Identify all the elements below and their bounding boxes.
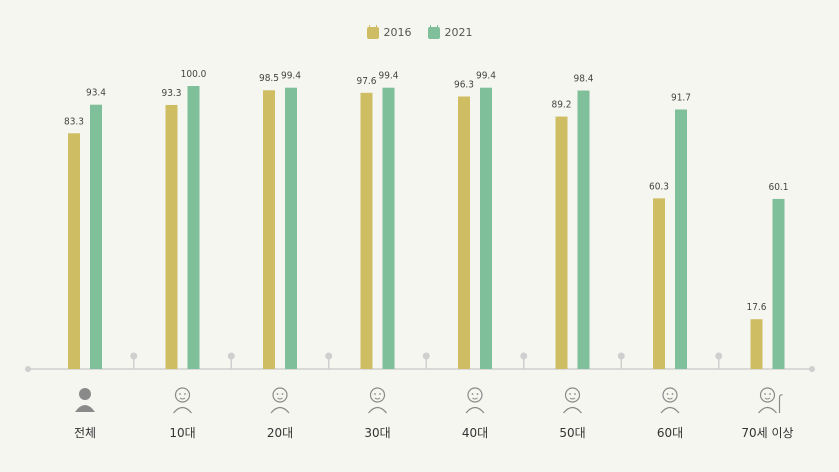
data-label-2016-6: 60.3	[649, 181, 669, 192]
bar-2016-6	[653, 198, 665, 369]
data-label-2016-0: 83.3	[64, 116, 84, 127]
data-label-2021-6: 91.7	[671, 92, 691, 103]
group-separator-dot	[520, 352, 528, 360]
data-label-2021-2: 99.4	[281, 71, 301, 82]
category-label-2: 20대	[267, 426, 293, 440]
elderly-with-cane-icon	[758, 387, 783, 414]
group-separator-dot	[422, 352, 430, 360]
data-label-2021-5: 98.4	[573, 74, 593, 85]
bar-2021-3	[382, 87, 395, 369]
data-label-2016-3: 97.6	[356, 76, 376, 87]
bar-2021-0	[90, 104, 102, 369]
category-label-5: 50대	[559, 426, 585, 440]
data-label-2021-1: 100.0	[181, 69, 207, 80]
data-label-2016-7: 17.6	[746, 302, 766, 313]
category-label-4: 40대	[462, 426, 488, 440]
category-label-0: 전체	[74, 426, 96, 440]
bar-2016-1	[165, 104, 178, 369]
data-label-2021-7: 60.1	[768, 182, 788, 193]
axis-end-dot	[809, 366, 815, 372]
young-adult-face-icon	[270, 387, 290, 414]
data-label-2021-0: 93.4	[86, 88, 106, 99]
data-label-2021-3: 99.4	[378, 71, 398, 82]
data-label-2016-1: 93.3	[161, 88, 181, 99]
bar-2016-7	[750, 319, 763, 369]
bar-2021-1	[187, 86, 200, 369]
senior-60s-face-icon	[660, 387, 680, 414]
data-label-2021-4: 99.4	[476, 71, 496, 82]
calendar-icon	[427, 24, 440, 39]
bar-2016-3	[360, 92, 373, 370]
category-label-6: 60대	[657, 426, 683, 440]
adult-50s-face-icon	[563, 387, 582, 414]
data-label-2016-5: 89.2	[551, 100, 571, 111]
legend-item-2016[interactable]: 2016	[366, 24, 412, 39]
bar-2016-4	[458, 96, 470, 369]
legend-label-2016: 2016	[383, 26, 412, 39]
data-label-2016-4: 96.3	[454, 79, 474, 90]
bar-2016-5	[555, 116, 568, 370]
bar-2021-5	[577, 90, 590, 369]
person-silhouette-icon	[75, 388, 95, 412]
legend-label-2021: 2021	[444, 26, 473, 39]
group-separator-dot	[130, 352, 138, 360]
group-separator-dot	[325, 352, 333, 360]
group-separator-dot	[617, 352, 625, 360]
bar-2016-2	[263, 90, 275, 370]
bar-2021-6	[675, 109, 687, 369]
adult-40s-face-icon	[465, 387, 485, 414]
category-label-3: 30대	[364, 426, 390, 440]
bar-2016-0	[68, 133, 80, 369]
category-label-1: 10대	[169, 426, 195, 440]
bar-2021-7	[772, 198, 785, 369]
group-separator-dot	[227, 352, 235, 360]
bar-2021-4	[480, 87, 492, 369]
adult-30s-face-icon	[368, 387, 387, 414]
calendar-icon	[366, 24, 379, 39]
data-label-2016-2: 98.5	[259, 73, 279, 84]
legend: 2016 2021	[0, 24, 839, 39]
group-separator-dot	[715, 352, 723, 360]
legend-item-2021[interactable]: 2021	[427, 24, 473, 39]
teen-face-icon	[173, 387, 192, 414]
category-label-7: 70세 이상	[741, 426, 793, 440]
axis-end-dot	[25, 366, 31, 372]
bar-2021-2	[285, 87, 297, 369]
